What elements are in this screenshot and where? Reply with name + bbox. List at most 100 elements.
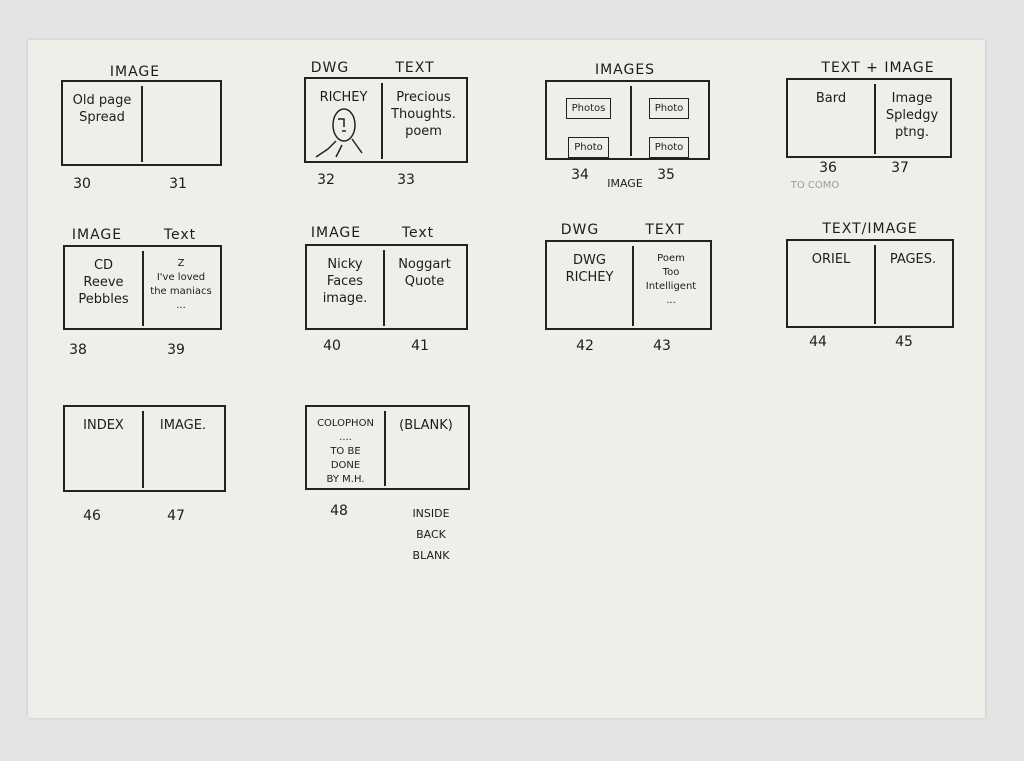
spread-title: IMAGE — [310, 225, 362, 241]
page-text: Intelligent — [645, 281, 697, 292]
left-page: Bard — [788, 80, 874, 156]
note-line: TO COMO — [790, 180, 840, 191]
right-page: Photo Photo — [630, 82, 708, 158]
spread-title: IMAGE — [109, 64, 161, 80]
photo-box: Photo — [648, 137, 690, 158]
spread-box: COLOPHON.... TO BE DONE BY M.H. (BLANK) — [305, 405, 470, 490]
page-number: 40 — [323, 338, 341, 354]
page-number: 35 — [657, 167, 675, 183]
page-number: 43 — [653, 338, 671, 354]
page-text: poem — [405, 124, 442, 139]
page-text: TO BE — [330, 446, 361, 457]
page-number: 44 — [809, 334, 827, 350]
page-number: 45 — [895, 334, 913, 350]
page-number: 36 — [819, 160, 837, 176]
spread-note: INSIDE BACK BLANK — [412, 503, 449, 566]
note-line: INSIDE — [412, 507, 450, 520]
spine-divider — [630, 86, 632, 156]
page-text: Poem — [657, 253, 685, 264]
page-text: ptng. — [895, 125, 929, 140]
page-text: Reeve — [83, 275, 124, 290]
page-number: 33 — [397, 172, 415, 188]
page-text: ORIEL — [811, 252, 851, 267]
page-number: 32 — [317, 172, 335, 188]
page-text: Z — [177, 258, 185, 269]
left-page: COLOPHON.... TO BE DONE BY M.H. — [307, 407, 384, 488]
right-page: (BLANK) — [384, 407, 468, 488]
right-page: Noggart Quote — [383, 246, 466, 328]
page-text: Spread — [79, 110, 125, 125]
right-page: Poem Too Intelligent... — [632, 242, 710, 328]
page-number: 48 — [330, 503, 348, 519]
spine-divider — [381, 83, 383, 159]
page-number: 38 — [69, 342, 87, 358]
page-text: IMAGE. — [159, 418, 207, 433]
page-text: Noggart — [398, 257, 451, 272]
page-number: 39 — [167, 342, 185, 358]
spread-title: Text — [163, 227, 197, 243]
spread-title: Text — [401, 225, 435, 241]
spread-box: CD Reeve Pebbles Z I've loved the maniacs... — [63, 245, 222, 330]
page-text: (BLANK) — [399, 418, 453, 433]
page-text: Bard — [815, 91, 847, 106]
spread-box: Bard Image Spledgy ptng. — [786, 78, 952, 158]
page-text: Pebbles — [78, 292, 129, 307]
page-text: ... — [176, 300, 186, 311]
page-number: 47 — [167, 508, 185, 524]
page-number: 42 — [576, 338, 594, 354]
right-page: Precious Thoughts. poem — [381, 79, 466, 161]
spine-divider — [142, 251, 144, 326]
spread-title: TEXT — [645, 222, 685, 238]
spread-note: TO COMO — [791, 175, 840, 196]
spine-divider — [874, 84, 876, 154]
page-text: CD — [93, 258, 114, 273]
spine-divider — [874, 245, 876, 324]
page-text: BY M.H. — [326, 474, 365, 485]
spread-box: INDEX IMAGE. — [63, 405, 226, 492]
page-text: I've loved — [156, 272, 206, 283]
left-page: Old page Spread — [63, 82, 141, 164]
photo-box: Photo — [568, 137, 609, 158]
page-number: 41 — [411, 338, 429, 354]
page-text: Thoughts. — [391, 107, 456, 122]
page-text: PAGES. — [889, 252, 937, 267]
page-number: 34 — [571, 167, 589, 183]
page-text: DWG — [573, 253, 606, 268]
spine-divider — [384, 411, 386, 486]
page-text: image. — [322, 291, 368, 306]
page-number: 37 — [891, 160, 909, 176]
page-text: RICHEY — [319, 90, 368, 105]
page-text: INDEX — [83, 418, 124, 433]
spread-box: Nicky Faces image. Noggart Quote — [305, 244, 468, 330]
spread-box: RICHEY Precious Thoughts. poem — [304, 77, 468, 163]
page-text: Faces — [326, 274, 364, 289]
right-page: PAGES. — [874, 241, 952, 326]
paper-sheet — [28, 40, 985, 718]
spread-note: IMAGE — [607, 173, 643, 194]
left-page: INDEX — [65, 407, 142, 490]
page-number: 31 — [169, 176, 187, 192]
left-page: DWG RICHEY — [547, 242, 632, 328]
page-number: 46 — [83, 508, 101, 524]
spine-divider — [141, 86, 143, 162]
face-sketch-drawing — [315, 108, 363, 158]
note-line: IMAGE — [607, 177, 643, 190]
page-text: Nicky — [327, 257, 363, 272]
right-page: Image Spledgy ptng. — [874, 80, 950, 156]
page-text: Too — [662, 267, 680, 278]
page-text: .... — [339, 432, 352, 443]
right-page: Z I've loved the maniacs... — [142, 247, 220, 328]
right-page — [141, 82, 220, 164]
left-page: Photos Photo — [547, 82, 630, 158]
spread-title: IMAGES — [594, 62, 656, 78]
photo-box: Photos — [565, 98, 612, 119]
spine-divider — [142, 411, 144, 488]
page-number: 30 — [73, 176, 91, 192]
left-page: RICHEY — [306, 79, 381, 161]
spine-divider — [632, 246, 634, 326]
left-page: ORIEL — [788, 241, 874, 326]
page-text: Spledgy — [885, 108, 939, 123]
spread-title: TEXT — [395, 60, 435, 76]
left-page: Nicky Faces image. — [307, 246, 383, 328]
page-text: Old page — [72, 93, 132, 108]
